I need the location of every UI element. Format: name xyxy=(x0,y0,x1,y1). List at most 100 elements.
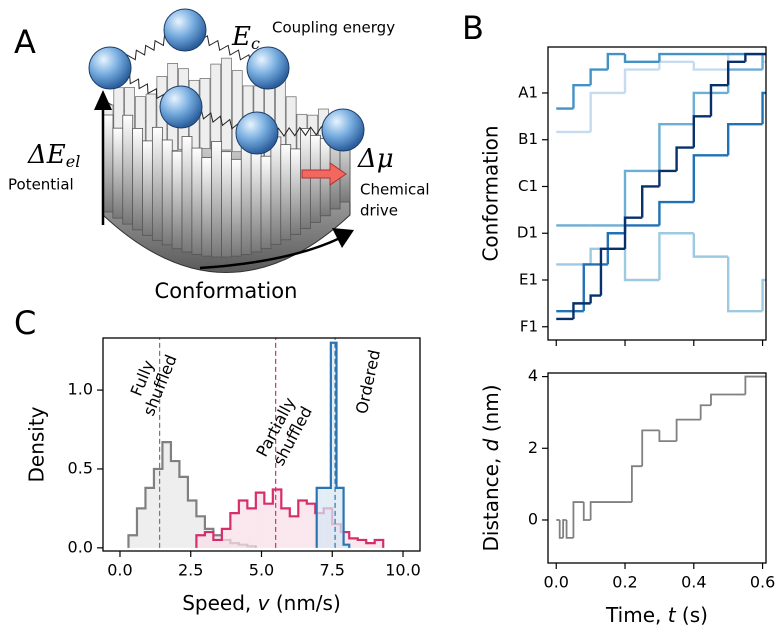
step-segment xyxy=(623,169,660,226)
diagram-bar xyxy=(280,144,292,241)
y-tick-label: A1 xyxy=(518,83,538,101)
step-segment xyxy=(744,375,766,395)
diagram-bar xyxy=(181,136,193,253)
x-tick-label: 5.0 xyxy=(249,561,274,580)
series-annotation: Ordered xyxy=(352,348,384,416)
plot-area xyxy=(556,52,766,321)
step-segment xyxy=(699,404,711,420)
step-segment xyxy=(572,501,584,538)
step-segment xyxy=(692,61,729,71)
step-segment xyxy=(726,256,763,313)
diagram-bar xyxy=(151,126,163,241)
hist-bar xyxy=(221,528,231,548)
drive-label: drive xyxy=(360,202,398,220)
step-segment xyxy=(744,52,766,62)
bead xyxy=(235,111,279,155)
bead xyxy=(88,46,132,90)
hist-bar xyxy=(340,532,350,548)
step-segment xyxy=(599,247,626,296)
step-segment xyxy=(761,91,766,125)
step-segment xyxy=(709,83,729,117)
step-segment xyxy=(726,60,746,86)
hist-bar xyxy=(316,487,324,548)
diagram-bar xyxy=(122,114,134,225)
step-segment xyxy=(572,83,591,109)
x-axis-label: Speed, v (nm/s) xyxy=(182,591,341,615)
x-tick-label: 0.0 xyxy=(544,573,569,592)
hist-bar xyxy=(162,442,171,548)
step-segment xyxy=(572,302,591,319)
label-part: t xyxy=(668,603,677,627)
step-segment xyxy=(692,115,711,148)
hist-bar xyxy=(366,543,375,548)
diagram-bar xyxy=(221,57,232,151)
x-tick-label: 7.5 xyxy=(320,561,345,580)
hist-bar xyxy=(343,544,350,548)
step-segment xyxy=(589,294,601,304)
hist-bar xyxy=(153,468,163,548)
y-tick-label: E1 xyxy=(519,270,538,288)
hist-bar xyxy=(306,503,316,548)
step-segment xyxy=(641,185,660,218)
step-segment xyxy=(582,502,591,521)
y-tick-label: B1 xyxy=(518,130,538,148)
hist-outline xyxy=(195,488,385,548)
diagram-labels: Ec Coupling energy ΔEel Potential Δμ Che… xyxy=(8,19,430,304)
hist-bar xyxy=(179,476,188,548)
diagram-bar xyxy=(171,150,183,250)
hist-bar xyxy=(357,539,367,548)
step-segment xyxy=(658,200,694,226)
plot-area xyxy=(127,338,385,548)
coupling-label: Coupling energy xyxy=(272,19,395,37)
diagram-bar xyxy=(161,139,173,246)
diagram-bar xyxy=(300,128,311,230)
step-segment xyxy=(606,52,626,70)
coupling-symbol: Ec xyxy=(231,22,260,53)
hist-bar xyxy=(281,508,290,548)
step-segment xyxy=(623,68,660,93)
diagram-bar xyxy=(132,128,144,231)
hist-bar xyxy=(145,487,154,548)
label-part: Time, xyxy=(605,603,668,627)
label-part: Speed, xyxy=(182,591,257,615)
y-tick-label: 0.5 xyxy=(68,458,93,477)
diagram-bar xyxy=(230,158,242,257)
label-part: d xyxy=(479,438,503,451)
series-name: Ordered xyxy=(352,348,384,416)
bead xyxy=(163,8,207,52)
label-part: (nm/s) xyxy=(269,591,340,615)
step-segment xyxy=(658,52,766,62)
diagram-bar xyxy=(221,151,232,258)
diagram-bar xyxy=(240,141,252,255)
diagram-bar xyxy=(191,147,203,255)
diagram-bar xyxy=(270,136,282,245)
x-tick-label: 0.6 xyxy=(750,573,775,592)
step-segment xyxy=(623,224,660,234)
x-tick-label: 0.4 xyxy=(681,573,706,592)
diagram-bar xyxy=(201,157,213,257)
step-segment xyxy=(565,519,574,539)
hist-bar xyxy=(336,487,344,548)
hist-bar xyxy=(170,461,180,548)
arrow xyxy=(301,162,347,186)
step-segment xyxy=(710,393,736,406)
hist-bar xyxy=(374,539,384,548)
diagram-bar xyxy=(250,150,262,253)
arrow xyxy=(199,236,341,270)
hist-bar xyxy=(272,489,282,548)
step-segment xyxy=(658,60,694,70)
hist-outline xyxy=(315,341,351,548)
step-segment xyxy=(589,68,608,86)
diagram-bar xyxy=(211,141,223,258)
step-segment xyxy=(726,68,763,93)
x-tick-label: 0.0 xyxy=(107,561,132,580)
arrowhead xyxy=(94,90,112,110)
y-axis-label: Conformation xyxy=(479,125,503,261)
hist-bar xyxy=(196,516,205,548)
y-tick-label: 1.0 xyxy=(68,380,93,399)
bead xyxy=(246,46,290,90)
bead xyxy=(159,85,203,129)
hist-bar xyxy=(255,492,265,548)
